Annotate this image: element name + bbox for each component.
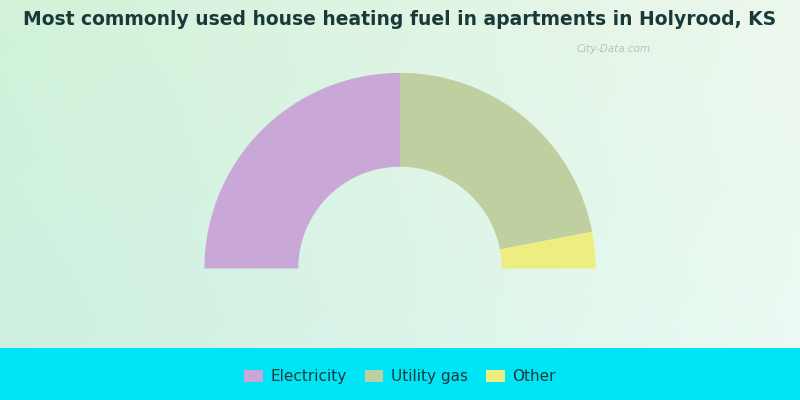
Text: Most commonly used house heating fuel in apartments in Holyrood, KS: Most commonly used house heating fuel in… [23, 10, 777, 29]
Polygon shape [205, 73, 400, 268]
Legend: Electricity, Utility gas, Other: Electricity, Utility gas, Other [238, 363, 562, 390]
Polygon shape [500, 232, 595, 268]
Text: City-Data.com: City-Data.com [576, 44, 650, 54]
Polygon shape [400, 73, 592, 249]
